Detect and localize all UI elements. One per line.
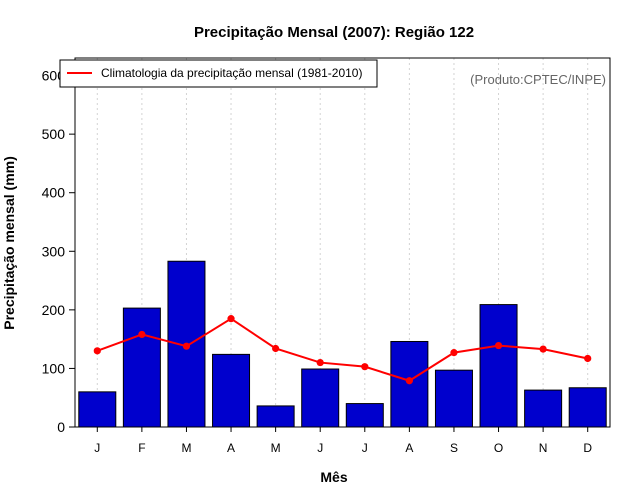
source-annotation: (Produto:CPTEC/INPE) (470, 72, 606, 87)
precipitation-bar (256, 405, 295, 428)
climatology-point (93, 347, 101, 355)
x-tick-label: J (317, 441, 323, 455)
chart-title: Precipitação Mensal (2007): Região 122 (194, 24, 474, 41)
precipitation-bar (78, 391, 117, 428)
y-tick-label: 400 (42, 185, 66, 201)
y-tick-label: 600 (42, 68, 66, 84)
x-tick-label: N (539, 441, 548, 455)
y-tick-label: 500 (42, 126, 66, 142)
climatology-point (138, 330, 146, 339)
climatology-point (450, 349, 458, 357)
grid-lines (96, 58, 589, 427)
y-axis-title: Precipitação mensal (mm) (1, 156, 17, 330)
x-axis-title: Mês (320, 469, 347, 485)
legend-box (59, 59, 378, 88)
climatology-point (316, 358, 324, 367)
x-tick-label: J (362, 441, 368, 455)
y-tick-label: 200 (42, 302, 66, 318)
y-axis: 0 100 200 300 400 500 600 (42, 68, 75, 435)
precipitation-bar (479, 304, 518, 428)
precipitation-bar (122, 307, 161, 428)
y-tick-label: 0 (57, 419, 65, 435)
climatology-point (405, 377, 413, 385)
y-tick-label: 300 (42, 243, 66, 259)
x-tick-label: A (227, 441, 235, 455)
precipitation-bar (301, 368, 340, 428)
x-tick-label: M (271, 441, 281, 455)
precipitation-bar (212, 353, 251, 428)
plot-frame (74, 57, 611, 428)
legend: Climatologia da precipitação mensal (198… (59, 59, 378, 88)
precipitation-bar (345, 403, 384, 428)
legend-label: Climatologia da precipitação mensal (198… (101, 66, 362, 80)
climatology-point (539, 345, 547, 353)
x-tick-label: F (138, 441, 145, 455)
climatology-point (272, 344, 280, 353)
x-tick-label: J (94, 441, 100, 455)
climatology-point (494, 341, 503, 350)
y-tick-label: 100 (42, 360, 66, 376)
climatology-point (361, 363, 369, 371)
precipitation-bar (524, 389, 563, 428)
bar-series (78, 260, 607, 428)
climatology-point (584, 354, 592, 363)
x-tick-label: D (583, 441, 592, 455)
climatology-line (96, 317, 588, 382)
climatology-series (93, 315, 592, 385)
precipitation-bar (434, 369, 473, 428)
precipitation-bar (568, 387, 607, 428)
x-tick-label: S (450, 441, 458, 455)
x-tick-label: A (405, 441, 413, 455)
x-tick-label: M (181, 441, 191, 455)
x-tick-label: O (494, 441, 503, 455)
climatology-point (182, 342, 191, 350)
climatology-point (227, 315, 235, 323)
